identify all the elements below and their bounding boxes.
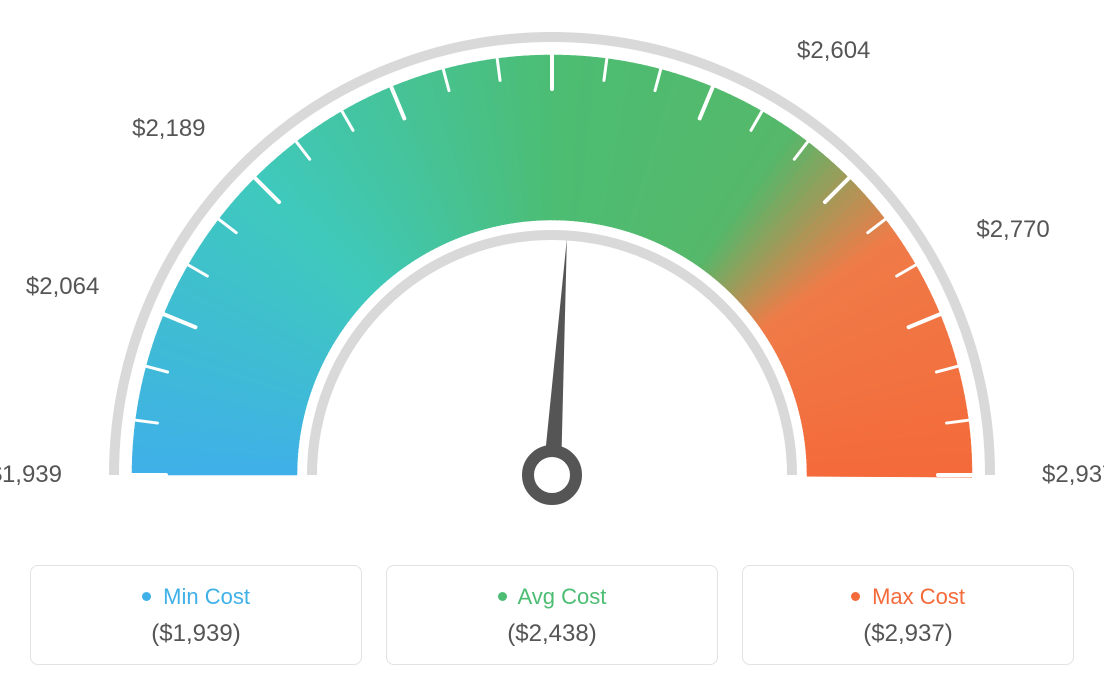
min-cost-value: ($1,939) (41, 620, 351, 648)
max-cost-dot (851, 592, 860, 601)
gauge-tick-label: $2,064 (19, 273, 99, 301)
max-cost-card: Max Cost ($2,937) (742, 565, 1074, 665)
min-cost-label: Min Cost (163, 584, 250, 609)
gauge-svg (0, 0, 1104, 540)
avg-cost-label: Avg Cost (518, 584, 607, 609)
max-cost-label: Max Cost (872, 584, 965, 609)
gauge-needle-hub (528, 451, 576, 499)
summary-cards: Min Cost ($1,939) Avg Cost ($2,438) Max … (30, 565, 1074, 665)
min-cost-card: Min Cost ($1,939) (30, 565, 362, 665)
gauge-needle (546, 238, 567, 450)
gauge-tick-label: $2,937 (1042, 461, 1104, 489)
min-cost-dot (142, 592, 151, 601)
avg-cost-value: ($2,438) (397, 620, 707, 648)
gauge-tick-label: $2,189 (126, 115, 206, 143)
max-cost-value: ($2,937) (753, 620, 1063, 648)
gauge-tick-label: $1,939 (0, 461, 62, 489)
gauge-tick-label: $2,604 (797, 37, 870, 65)
avg-cost-card: Avg Cost ($2,438) (386, 565, 718, 665)
avg-cost-title: Avg Cost (397, 584, 707, 610)
cost-gauge: $1,939$2,064$2,189$2,438$2,604$2,770$2,9… (0, 0, 1104, 540)
avg-cost-dot (498, 592, 507, 601)
min-cost-title: Min Cost (41, 584, 351, 610)
gauge-tick-label: $2,770 (976, 216, 1049, 244)
max-cost-title: Max Cost (753, 584, 1063, 610)
